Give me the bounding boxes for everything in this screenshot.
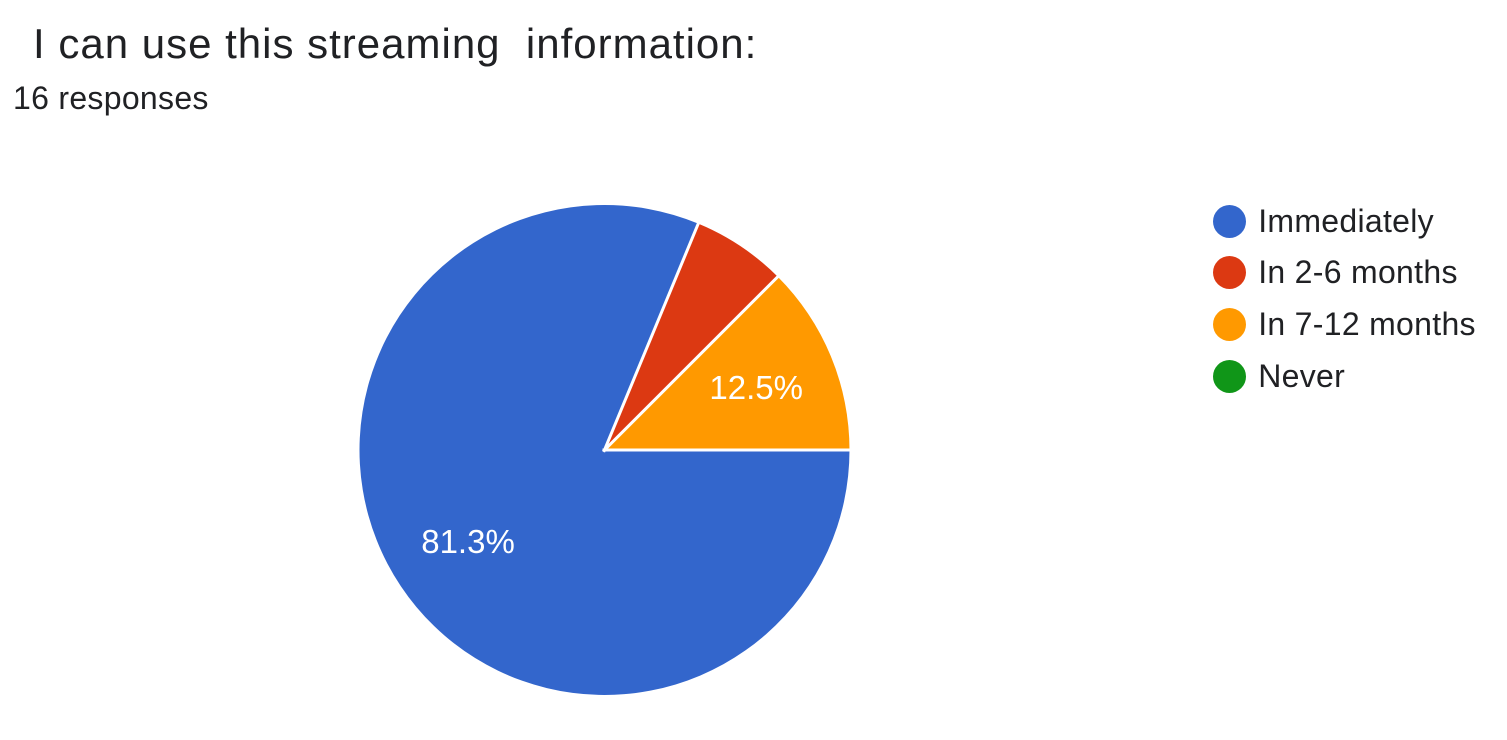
slice-separator	[602, 274, 780, 452]
legend-swatch-in-7-12-months	[1213, 308, 1246, 342]
legend-item-never: Never	[1213, 357, 1346, 394]
slice-separator	[602, 221, 701, 452]
legend-swatch-in-2-6-months	[1213, 256, 1246, 290]
question-title: I can use this streaming information:	[33, 19, 758, 67]
legend-label-never: Never	[1258, 357, 1346, 394]
slice-label-in-7-12-months: 12.5%	[709, 369, 803, 406]
legend-item-immediately: Immediately	[1213, 202, 1434, 239]
pie-chart: 81.3% 12.5%	[359, 204, 851, 695]
legend-label-in-7-12-months: In 7-12 months	[1258, 306, 1476, 343]
legend-swatch-never	[1213, 359, 1246, 393]
legend-item-in-2-6-months: In 2-6 months	[1213, 254, 1458, 291]
response-count: 16 responses	[13, 79, 209, 116]
legend-swatch-immediately	[1213, 204, 1246, 238]
slice-label-immediately: 81.3%	[421, 523, 515, 560]
pie-slice-in-2-6-months[interactable]	[604, 223, 778, 450]
legend-label-in-2-6-months: In 2-6 months	[1258, 254, 1458, 291]
legend-label-immediately: Immediately	[1258, 202, 1434, 239]
pie-slice-in-7-12-months[interactable]	[604, 276, 850, 450]
legend-item-in-7-12-months: In 7-12 months	[1213, 306, 1476, 343]
